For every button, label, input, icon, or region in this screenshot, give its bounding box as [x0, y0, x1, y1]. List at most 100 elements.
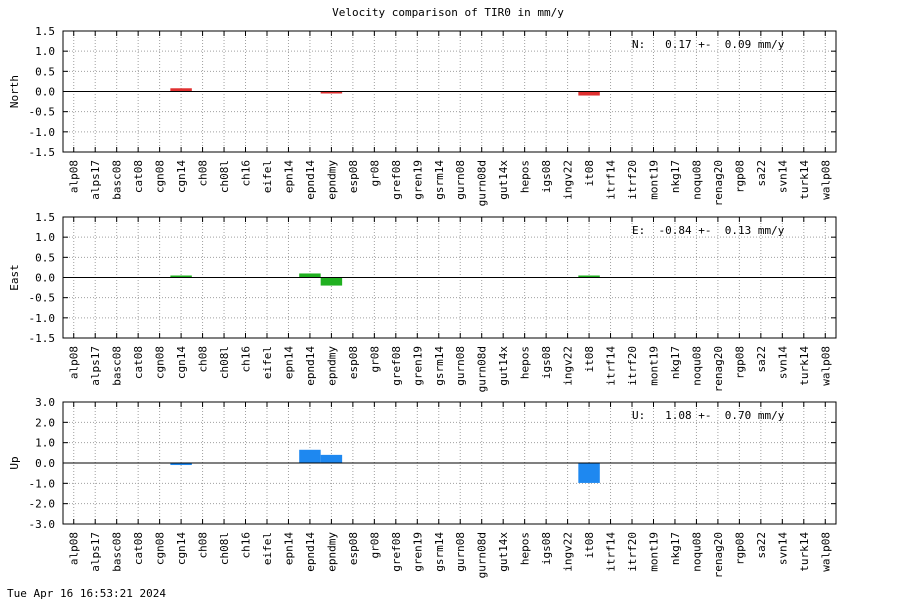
x-tick-label: gut14x [497, 346, 510, 386]
x-tick-label: sa22 [755, 160, 768, 187]
x-tick-label: cat08 [132, 346, 145, 379]
bar-it08 [578, 275, 600, 278]
x-tick-label: igs08 [540, 346, 553, 379]
x-tick-label: epndmy [325, 346, 338, 386]
x-tick-label: sa22 [755, 532, 768, 559]
y-axis-label: Up [8, 456, 21, 469]
bar-cgn14 [170, 88, 192, 92]
x-tick-label: renag20 [712, 346, 725, 392]
x-tick-label: hepos [519, 346, 532, 379]
x-tick-label: cgn08 [154, 346, 167, 379]
x-tick-label: epnd14 [304, 346, 317, 386]
x-tick-label: gren19 [411, 160, 424, 200]
plot-frame [62, 216, 837, 339]
panel-north: -1.5 -1.0 -0.5 0.0 0.5 1.0 1.5 alp08 alps17 basc0… [8, 25, 837, 206]
x-tick-label: gsrm14 [433, 346, 446, 386]
x-tick-label: ch08 [197, 160, 210, 187]
x-tick-label: itrf20 [626, 532, 639, 572]
x-tick-label: gren19 [411, 346, 424, 386]
x-tick-label: ingv22 [562, 160, 575, 200]
x-tick-label: nkg17 [669, 160, 682, 193]
x-tick-label: noqu08 [690, 346, 703, 386]
x-tick-label: svn14 [776, 160, 789, 193]
x-tick-label: noqu08 [690, 532, 703, 572]
x-tick-label: itrf14 [605, 532, 618, 572]
x-tick-label: ch08 [197, 346, 210, 373]
y-tick-label: 2.0 [35, 416, 55, 429]
x-tick-label: gref08 [390, 160, 403, 200]
bar-epndmy [320, 277, 343, 286]
x-tick-label: itrf14 [605, 160, 618, 200]
x-tick-label: walp08 [819, 532, 832, 572]
y-tick-label: -3.0 [29, 518, 56, 531]
bar-it08 [578, 463, 600, 483]
x-tick-label: renag20 [712, 160, 725, 206]
x-tick-label: eifel [261, 346, 274, 379]
y-tick-label: 1.0 [35, 231, 55, 244]
bar-epndmy [320, 454, 343, 463]
y-tick-label: -0.5 [29, 106, 56, 119]
x-tick-label: epn14 [282, 160, 295, 193]
x-tick-label: it08 [583, 160, 596, 187]
x-tick-label: ch16 [240, 160, 253, 187]
x-tick-label: it08 [583, 532, 596, 559]
x-tick-label: alps17 [89, 346, 102, 386]
x-tick-label: it08 [583, 346, 596, 373]
summary-annotation: N: 0.17 +- 0.09 mm/y [632, 38, 785, 51]
x-tick-label: nkg17 [669, 532, 682, 565]
y-axis-label: North [8, 75, 21, 108]
x-tick-label: cgn14 [175, 346, 188, 379]
x-tick-label: eifel [261, 160, 274, 193]
y-tick-label: -1.5 [29, 146, 56, 159]
summary-annotation: E: -0.84 +- 0.13 mm/y [632, 224, 785, 237]
x-tick-label: rgp08 [733, 346, 746, 379]
y-tick-label: 1.0 [35, 45, 55, 58]
x-tick-label: walp08 [819, 346, 832, 386]
panel-up: -3.0 -2.0 -1.0 0.0 1.0 2.0 3.0 alp08 alps17 basc0… [8, 396, 837, 578]
y-tick-label: 0.0 [35, 272, 55, 285]
x-tick-label: gut14x [497, 160, 510, 200]
y-tick-label: 0.0 [35, 457, 55, 470]
x-tick-label: hepos [519, 160, 532, 193]
x-tick-label: esp08 [347, 346, 360, 379]
x-tick-label: itrf20 [626, 160, 639, 200]
x-tick-label: turk14 [798, 346, 811, 386]
bar-cgn14 [170, 463, 192, 466]
x-tick-label: hepos [519, 532, 532, 565]
y-tick-label: -2.0 [29, 498, 56, 511]
bar-it08 [578, 91, 600, 96]
x-tick-label: gren19 [411, 532, 424, 572]
timestamp: Tue Apr 16 16:53:21 2024 [7, 587, 166, 600]
x-tick-label: epndmy [325, 532, 338, 572]
x-tick-label: basc08 [111, 532, 124, 572]
x-tick-label: ch16 [240, 346, 253, 373]
plot-frame [62, 401, 837, 525]
summary-annotation: U: 1.08 +- 0.70 mm/y [632, 409, 785, 422]
x-tick-label: alp08 [68, 346, 81, 379]
x-tick-label: cgn14 [175, 532, 188, 565]
x-tick-label: igs08 [540, 160, 553, 193]
y-tick-label: 1.5 [35, 25, 55, 38]
y-tick-label: 0.0 [35, 86, 55, 99]
x-tick-label: cgn14 [175, 160, 188, 193]
y-tick-label: 0.5 [35, 251, 55, 264]
y-tick-label: 3.0 [35, 396, 55, 409]
x-tick-label: igs08 [540, 532, 553, 565]
x-tick-label: gurn08 [454, 532, 467, 572]
x-tick-label: alps17 [89, 160, 102, 200]
x-tick-label: ingv22 [562, 346, 575, 386]
y-tick-label: -1.0 [29, 312, 56, 325]
x-tick-label: svn14 [776, 532, 789, 565]
x-tick-label: gsrm14 [433, 160, 446, 200]
x-tick-label: ch08 [197, 532, 210, 559]
x-tick-label: gr08 [368, 160, 381, 187]
x-tick-label: itrf14 [605, 346, 618, 386]
bar-epndmy [320, 91, 343, 94]
y-tick-label: -1.0 [29, 477, 56, 490]
chart-panels: -1.5 -1.0 -0.5 0.0 0.5 1.0 1.5 alp08 alps17 basc0… [8, 25, 837, 578]
x-tick-label: alps17 [89, 532, 102, 572]
x-tick-label: gsrm14 [433, 532, 446, 572]
bar-cgn14 [170, 275, 192, 278]
x-tick-label: gurn08d [476, 346, 489, 392]
